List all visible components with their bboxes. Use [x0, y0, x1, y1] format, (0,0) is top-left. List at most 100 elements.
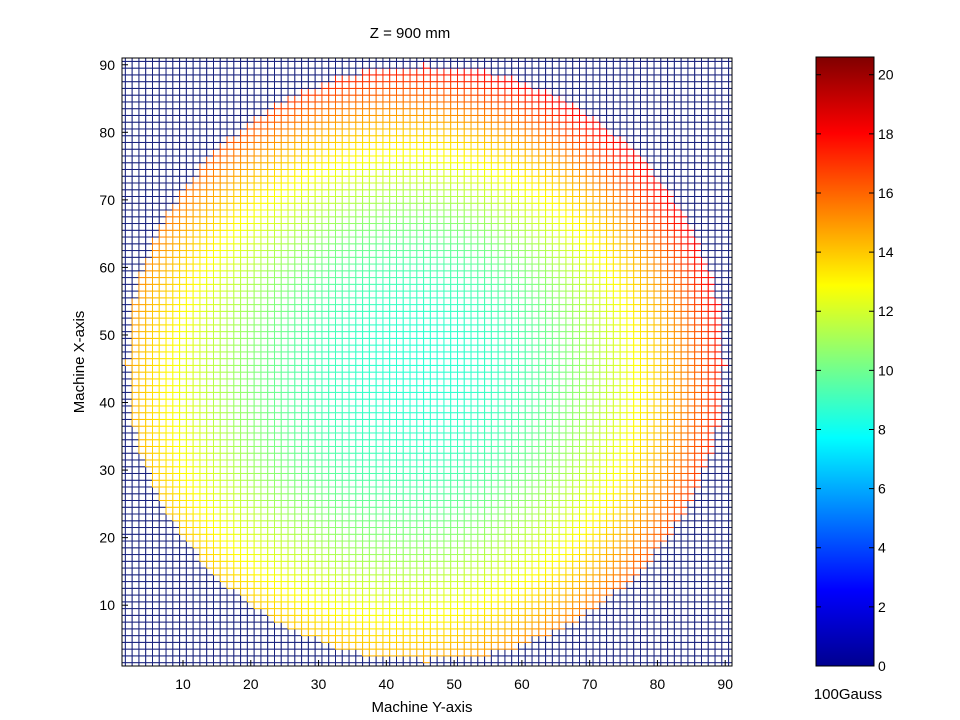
heatmap-cell [368, 493, 377, 501]
heatmap-cell [531, 432, 540, 441]
heatmap-cell [402, 594, 411, 603]
heatmap-cell [213, 432, 221, 441]
heatmap-cell [423, 385, 431, 393]
heatmap-cell [694, 351, 702, 360]
heatmap-cell [470, 324, 479, 333]
heatmap-cell [409, 574, 418, 583]
heatmap-cell [457, 560, 465, 569]
heatmap-cell [538, 310, 547, 319]
heatmap-cell [463, 445, 472, 454]
heatmap-cell [335, 398, 343, 407]
heatmap-cell [416, 560, 425, 569]
heatmap-cell [253, 641, 262, 650]
heatmap-cell [389, 398, 398, 407]
heatmap-cell [382, 533, 391, 542]
heatmap-cell [443, 621, 452, 630]
heatmap-cell [667, 641, 675, 650]
heatmap-cell [511, 547, 520, 556]
heatmap-cell [307, 344, 316, 353]
heatmap-cell [640, 405, 648, 414]
heatmap-cell [429, 554, 438, 562]
heatmap-cell [199, 520, 208, 529]
heatmap-cell [531, 364, 540, 373]
heatmap-cell [124, 297, 133, 306]
heatmap-cell [599, 466, 608, 474]
heatmap-cell [287, 560, 296, 569]
heatmap-cell [463, 574, 472, 583]
heatmap-cell [680, 378, 689, 387]
heatmap-cell [321, 337, 330, 346]
heatmap-cell [701, 364, 709, 373]
heatmap-cell [450, 385, 459, 393]
heatmap-cell [653, 324, 662, 333]
heatmap-cell [463, 493, 472, 501]
heatmap-cell [294, 398, 303, 407]
heatmap-cell [646, 452, 655, 461]
heatmap-cell [558, 432, 567, 441]
heatmap-cell [192, 554, 201, 562]
heatmap-cell [287, 331, 296, 339]
heatmap-cell [457, 472, 465, 481]
heatmap-cell [124, 540, 133, 549]
heatmap-cell [321, 641, 330, 650]
heatmap-cell [423, 621, 431, 630]
heatmap-cell [463, 608, 472, 616]
heatmap-cell [728, 398, 733, 407]
heatmap-cell [287, 621, 296, 630]
heatmap-cell [335, 587, 343, 596]
heatmap-cell [402, 466, 411, 474]
heatmap-cell [436, 499, 445, 508]
heatmap-cell [335, 439, 343, 447]
heatmap-cell [368, 581, 377, 589]
heatmap-cell [592, 405, 601, 414]
heatmap-cell [172, 601, 181, 610]
heatmap-cell [477, 527, 486, 535]
heatmap-cell [518, 621, 526, 630]
heatmap-cell [565, 499, 574, 508]
heatmap-cell [246, 594, 255, 603]
heatmap-cell [707, 540, 716, 549]
heatmap-cell [592, 398, 601, 407]
heatmap-cell [640, 594, 648, 603]
heatmap-cell [701, 486, 709, 495]
heatmap-cell [362, 513, 370, 522]
heatmap-cell [714, 635, 723, 643]
heatmap-cell [355, 560, 364, 569]
heatmap-cell [362, 641, 370, 650]
heatmap-cell [660, 432, 669, 441]
heatmap-cell [538, 337, 547, 346]
heatmap-cell [463, 628, 472, 637]
heatmap-cell [138, 513, 147, 522]
heatmap-cell [606, 547, 614, 556]
heatmap-cell [585, 459, 594, 468]
heatmap-cell [436, 344, 445, 353]
heatmap-cell [538, 628, 547, 637]
heatmap-cell [551, 331, 560, 339]
heatmap-cell [341, 391, 350, 400]
heatmap-cell [646, 445, 655, 454]
heatmap-cell [206, 412, 215, 420]
heatmap-cell [396, 587, 404, 596]
heatmap-cell [531, 594, 540, 603]
heatmap-cell [375, 439, 384, 447]
heatmap-cell [457, 466, 465, 474]
heatmap-cell [213, 378, 221, 387]
heatmap-cell [524, 452, 533, 461]
heatmap-cell [721, 378, 730, 387]
heatmap-cell [389, 641, 398, 650]
heatmap-cell [294, 466, 303, 474]
heatmap-cell [355, 513, 364, 522]
heatmap-cell [199, 385, 208, 393]
heatmap-cell [124, 628, 133, 637]
heatmap-cell [436, 317, 445, 326]
heatmap-cell [335, 425, 343, 434]
heatmap-cell [362, 310, 370, 319]
heatmap-cell [314, 581, 323, 589]
heatmap-cell [402, 574, 411, 583]
heatmap-cell [680, 324, 689, 333]
heatmap-cell [585, 608, 594, 616]
heatmap-cell [497, 601, 506, 610]
heatmap-cell [572, 371, 580, 380]
heatmap-cell [138, 304, 147, 312]
heatmap-cell [463, 358, 472, 366]
